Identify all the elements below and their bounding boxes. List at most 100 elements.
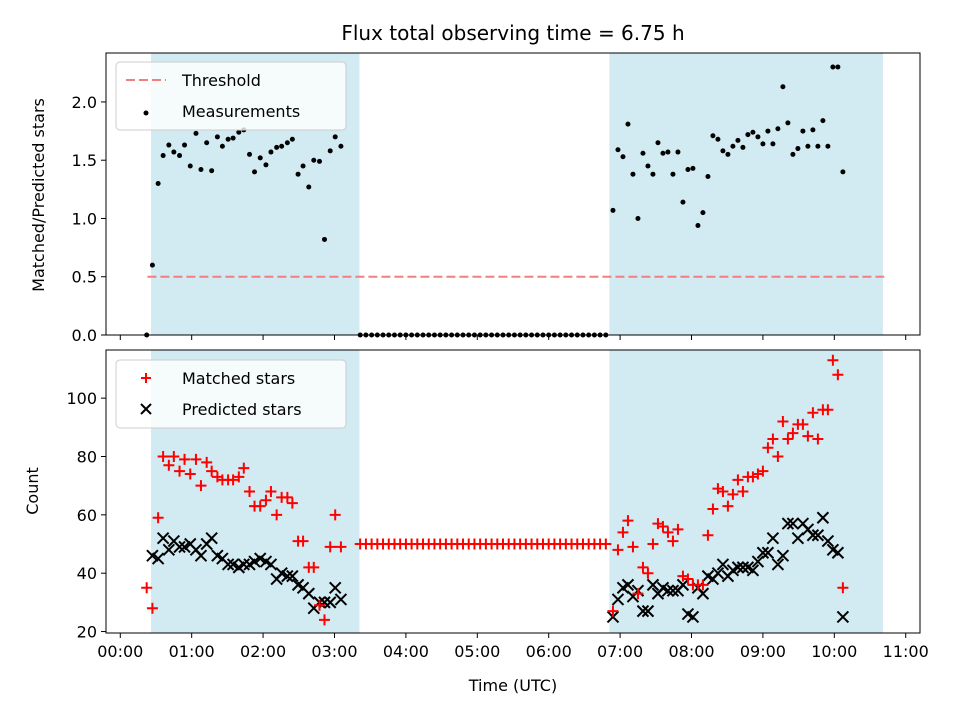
x-tick-label: 02:00	[240, 642, 286, 661]
measurement-point	[166, 142, 172, 148]
matched-point	[832, 369, 844, 381]
matched-point	[260, 494, 272, 506]
matched-point	[254, 500, 266, 512]
measurement-point	[750, 129, 756, 135]
measurement-point	[149, 262, 155, 268]
measurement-point	[655, 140, 661, 146]
predicted-point	[621, 578, 635, 592]
matched-point	[281, 491, 293, 503]
bottom-y-ticks: 20 40 60 80 100	[66, 389, 106, 642]
matched-point	[271, 509, 283, 521]
measurement-point	[650, 171, 656, 177]
measurement-point	[830, 64, 836, 70]
matched-point	[227, 474, 239, 486]
predicted-point	[696, 587, 710, 600]
predicted-point	[173, 540, 186, 554]
matched-point	[702, 529, 714, 541]
predicted-point	[711, 566, 725, 580]
y-tick-label: 100	[66, 389, 97, 408]
matched-point	[318, 614, 330, 626]
predicted-point	[286, 569, 299, 583]
matched-point	[667, 535, 679, 547]
matched-point	[265, 486, 277, 497]
predicted-point	[791, 531, 805, 545]
matched-point	[163, 459, 175, 471]
legend-measurements-label: Measurements	[182, 102, 300, 121]
legend-matched-label: Matched stars	[182, 369, 295, 388]
matched-point	[244, 486, 256, 497]
x-tick-label: 10:00	[811, 642, 857, 661]
measurement-point	[730, 143, 736, 149]
measurement-point	[625, 121, 631, 127]
predicted-point	[806, 529, 820, 542]
x-axis-label: Time (UTC)	[468, 676, 557, 695]
matched-point	[190, 453, 202, 465]
measurement-point	[620, 154, 626, 160]
matched-point	[672, 523, 684, 535]
x-tick-label: 05:00	[454, 642, 500, 661]
measurement-point	[815, 143, 821, 149]
predicted-point	[666, 584, 680, 597]
predicted-point	[771, 558, 785, 571]
predicted-point	[786, 517, 800, 530]
predicted-points	[146, 511, 850, 624]
bottom-y-axis-label: Count	[23, 467, 42, 515]
measurement-point	[219, 143, 225, 149]
measurement-point	[805, 143, 811, 149]
y-tick-label: 1.5	[72, 151, 97, 170]
matched-point	[722, 500, 734, 512]
matched-point	[174, 465, 186, 477]
matched-point	[238, 462, 250, 474]
predicted-point	[334, 593, 348, 606]
measurement-point	[725, 151, 731, 157]
matched-point	[297, 535, 309, 547]
predicted-point	[302, 587, 315, 600]
predicted-point	[746, 564, 760, 577]
measurement-point	[635, 215, 641, 221]
measurement-point	[171, 149, 177, 155]
matched-point	[622, 515, 634, 527]
matched-point	[206, 465, 218, 477]
measurement-point	[835, 64, 841, 70]
matched-point	[767, 433, 779, 445]
measurement-point	[177, 153, 183, 159]
x-tick-label: 03:00	[311, 642, 357, 661]
predicted-point	[661, 584, 675, 597]
predicted-point	[237, 558, 251, 571]
measurement-point	[268, 149, 274, 155]
matched-point	[707, 503, 719, 515]
bottom-axes-frame	[105, 349, 921, 634]
matched-point	[757, 465, 769, 477]
matched-point	[324, 541, 336, 553]
measurement-point	[187, 163, 193, 169]
measurement-point	[720, 148, 726, 154]
predicted-point	[646, 578, 660, 592]
bottom-legend-box	[115, 359, 347, 429]
measurement-point	[300, 163, 306, 169]
matched-point	[727, 488, 739, 500]
predicted-point	[781, 517, 795, 530]
bottom-x-ticks: 00:00 01:00 02:00 03:00 04:00 05:00 06:00 07:00…	[97, 633, 929, 661]
matched-point	[313, 599, 325, 611]
measurement-point	[338, 143, 344, 149]
predicted-point	[766, 531, 780, 545]
predicted-point	[151, 552, 165, 565]
measurement-point	[306, 184, 312, 190]
matched-point	[657, 521, 669, 533]
measurement-point	[780, 84, 786, 90]
measurement-point	[295, 171, 301, 177]
legend-matched-swatch	[141, 373, 151, 383]
predicted-point	[264, 558, 278, 571]
x-tick-label: 06:00	[526, 642, 572, 661]
matched-point	[807, 407, 819, 419]
predicted-point	[162, 543, 176, 557]
measurement-point	[660, 150, 666, 156]
predicted-point	[756, 546, 770, 559]
matched-point	[777, 415, 789, 427]
measurement-point	[332, 134, 338, 140]
matched-point	[802, 430, 814, 442]
legend-predicted-label: Predicted stars	[182, 400, 302, 419]
measurement-point	[825, 143, 831, 149]
measurement-point	[247, 151, 253, 157]
